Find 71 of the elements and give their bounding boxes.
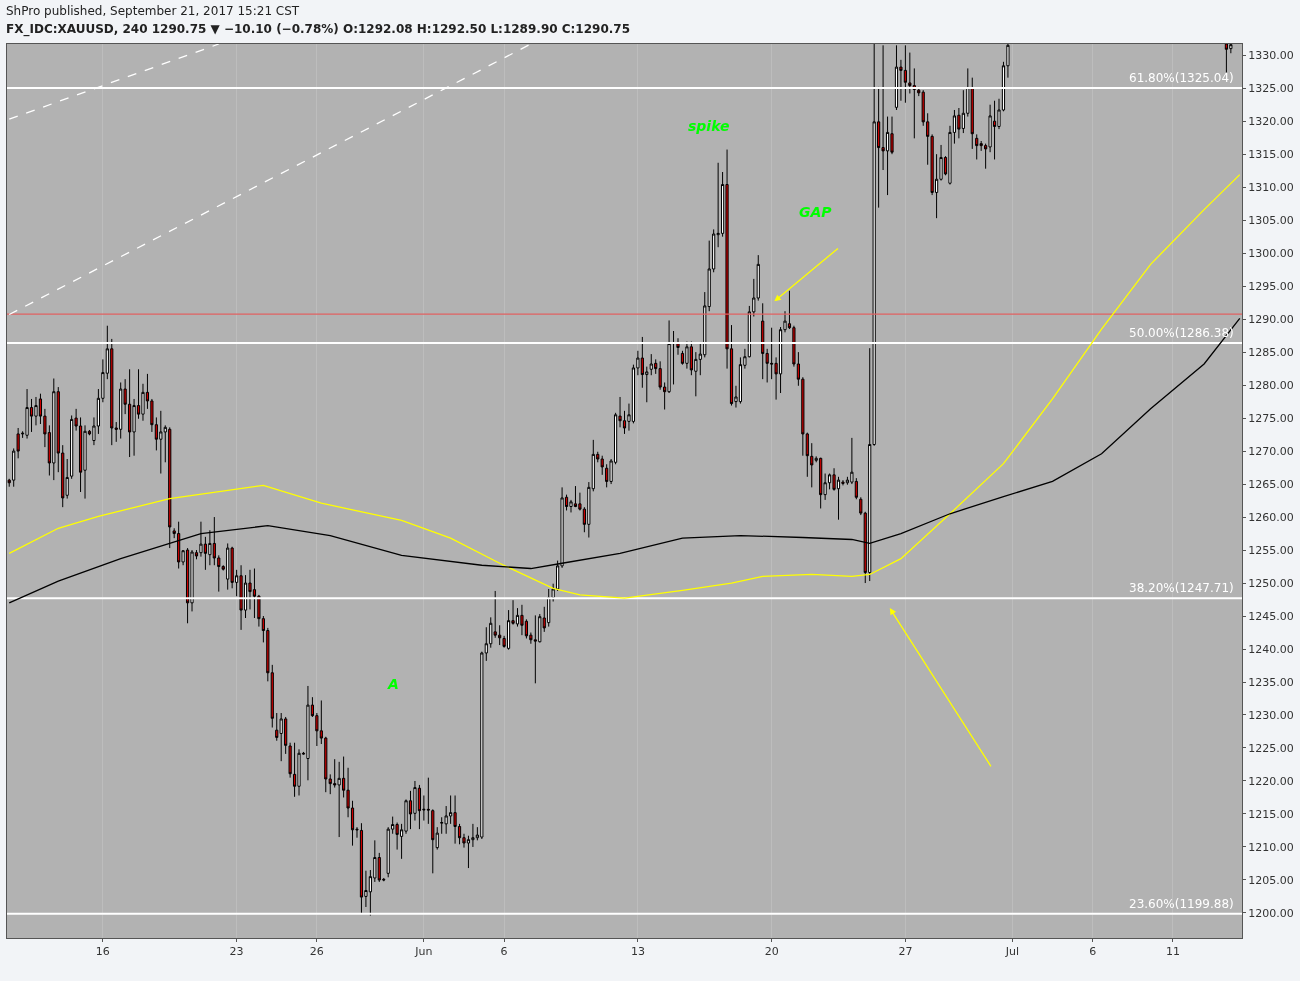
chart-subtitle: FX_IDC:XAUUSD, 240 1290.75 ▼ −10.10 (−0.78%) O:1292.08 H:1292.50 L:1289.90 C:1290.75 (6, 21, 631, 38)
y-tick-label: 1230.00 (1248, 708, 1294, 722)
y-tick-label: 1240.00 (1248, 642, 1294, 656)
y-tick-label: 1260.00 (1248, 510, 1294, 524)
candlestick (992, 100, 997, 160)
candlestick (676, 337, 680, 356)
x-tick-label: 27 (898, 945, 913, 959)
y-tick-label: 1225.00 (1248, 741, 1294, 755)
x-tick-label: 13 (630, 945, 645, 959)
x-tick-label: 11 (1165, 945, 1180, 959)
x-tick-label: 20 (764, 945, 779, 959)
x-tick-label: 26 (309, 945, 324, 959)
candlestick (810, 442, 814, 488)
x-tick-label: 6 (1089, 945, 1097, 959)
x-tick-label: 6 (500, 945, 508, 959)
candlestick (239, 564, 243, 631)
candlestick (25, 388, 29, 440)
y-tick-label: 1245.00 (1248, 609, 1294, 623)
ref-line-label: 38.20%(1247.71) (1129, 581, 1234, 595)
line-series (8, 173, 1241, 599)
ref-line-label: 23.60%(1199.88) (1129, 897, 1234, 911)
ref-line-label: 61.80%(1325.04) (1129, 71, 1234, 85)
y-tick-label: 1215.00 (1248, 807, 1294, 821)
y-tick-label: 1300.00 (1248, 247, 1294, 260)
candlestick (337, 761, 341, 838)
x-tick-label: 23 (229, 945, 244, 959)
y-tick-label: 1250.00 (1248, 576, 1294, 590)
x-tick-label: 16 (95, 945, 110, 959)
candlestick (292, 742, 297, 798)
y-tick-label: 1275.00 (1248, 411, 1294, 425)
candlestick (359, 822, 364, 914)
candlestick (453, 794, 457, 845)
y-tick-label: 1325.00 (1248, 82, 1294, 96)
y-tick-label: 1210.00 (1248, 840, 1294, 854)
candlestick (306, 685, 310, 781)
y-tick-label: 1220.00 (1248, 774, 1294, 788)
candlestick (279, 712, 283, 762)
candlestick (600, 455, 604, 476)
candlestick (671, 330, 676, 385)
y-tick-label: 1320.00 (1248, 115, 1294, 129)
candlestick (52, 378, 56, 481)
y-tick-label: 1295.00 (1248, 279, 1294, 293)
x-tick-label: Jul (1004, 945, 1020, 959)
y-tick-label: 1285.00 (1248, 345, 1294, 359)
y-tick-label: 1265.00 (1248, 477, 1294, 491)
y-tick-label: 1280.00 (1248, 378, 1294, 392)
y-tick-label: 1330.00 (1248, 49, 1294, 63)
candlestick (159, 410, 163, 475)
candlestick (649, 353, 653, 376)
y-tick-label: 1315.00 (1248, 148, 1294, 162)
x-tick-label: Jun (414, 945, 433, 959)
y-tick-label: 1270.00 (1248, 444, 1294, 458)
candlestick (168, 426, 172, 549)
y-tick-label: 1290.00 (1248, 312, 1294, 326)
y-tick-label: 1235.00 (1248, 675, 1294, 689)
candlestick (520, 604, 524, 636)
candlestick (573, 485, 578, 508)
chart-title: ShPro published, September 21, 2017 15:21 CST (6, 3, 301, 20)
y-tick-label: 1255.00 (1248, 543, 1294, 557)
annotation: A (387, 676, 399, 692)
y-tick-label: 1310.00 (1248, 181, 1294, 195)
y-tick-label: 1305.00 (1248, 214, 1294, 228)
candlestick (185, 547, 190, 624)
y-tick-label: 1205.00 (1248, 873, 1294, 887)
candlestick (761, 302, 765, 380)
annotation: GAP (799, 204, 833, 220)
y-tick-label: 1200.00 (1248, 906, 1294, 920)
annotation: spike (688, 118, 730, 134)
candlestick (605, 463, 609, 488)
line-series (8, 317, 1241, 604)
candlestick (975, 133, 979, 160)
